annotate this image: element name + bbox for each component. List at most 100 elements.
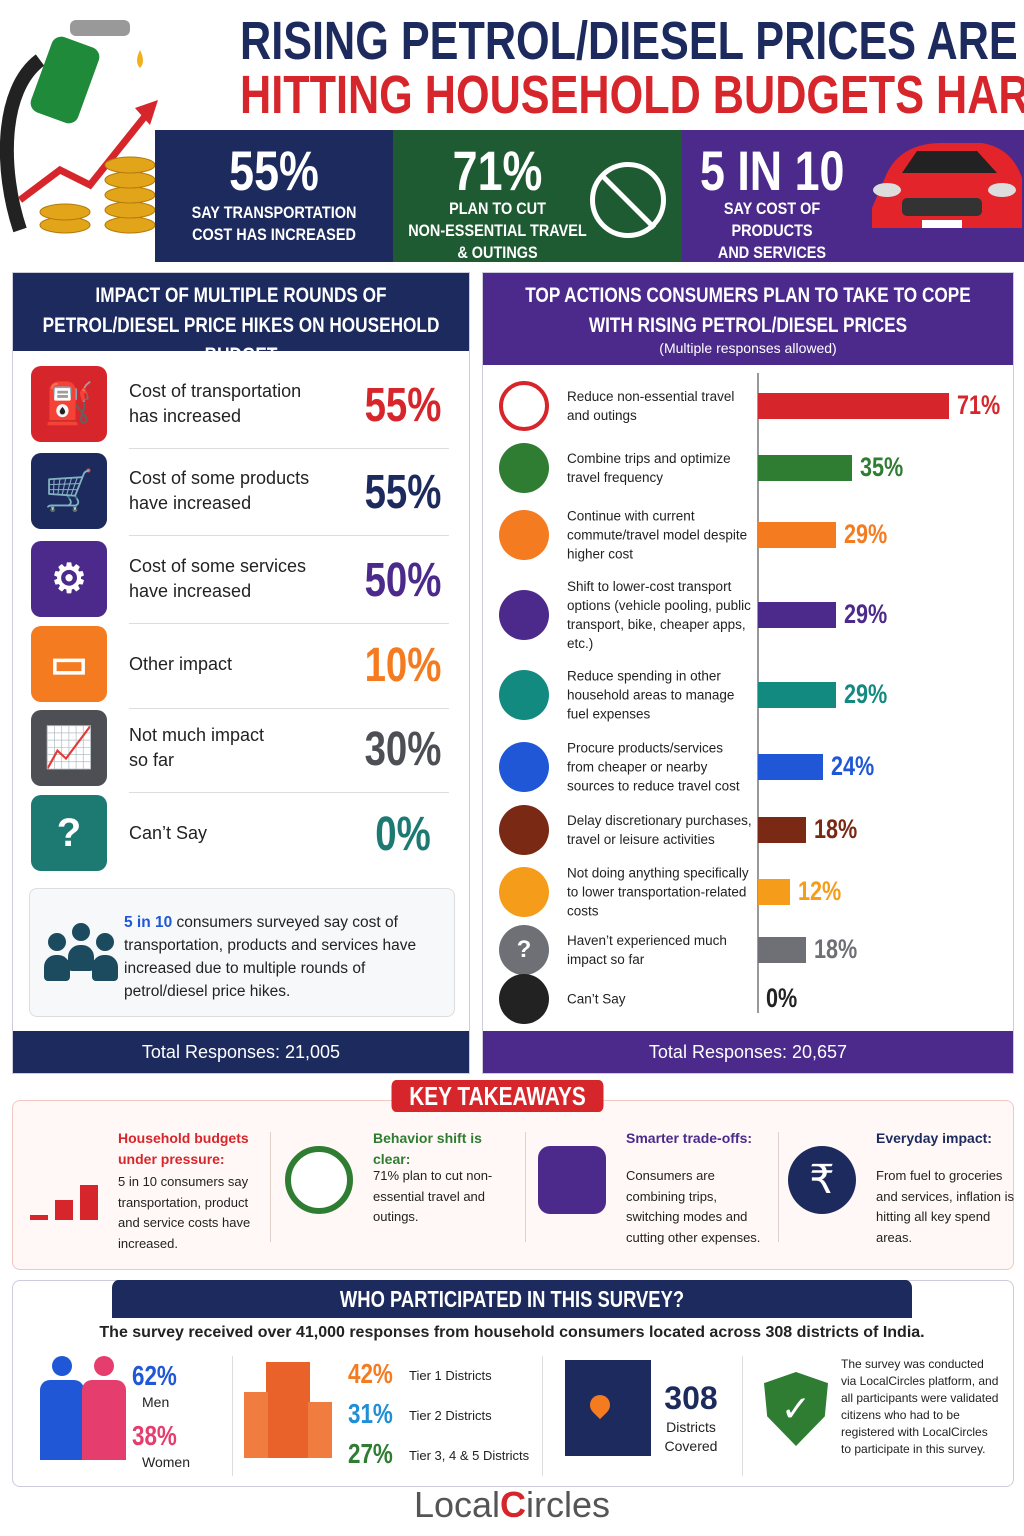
action-icon [499, 867, 549, 917]
fuel-illustration [0, 20, 158, 234]
impact-label: Can’t Say [129, 821, 359, 846]
takeaway-icon: ₹ [788, 1140, 860, 1220]
category-label: Reduce non-essential travel and outings [567, 389, 735, 423]
impact-label: Not much impact so far [129, 723, 359, 773]
panel-header: IMPACT OF MULTIPLE ROUNDS OF PETROL/DIESE… [13, 273, 469, 367]
bar [758, 602, 836, 628]
logo: LocalCircles [312, 1484, 712, 1526]
separator [270, 1132, 271, 1242]
header: RISING PETROL/DIESEL PRICES ARE HITTING … [0, 0, 1024, 234]
category-label: Continue with current commute/travel mod… [567, 508, 748, 562]
highlight-text-line: PLAN TO CUT [449, 199, 546, 218]
highlight-value: 71% [452, 139, 543, 202]
highlight-text: SAY TRANSPORTATION COST HAS INCREASED [164, 202, 383, 246]
impact-label-line: Cost of transportation [129, 381, 302, 401]
action-icon [499, 742, 549, 792]
tier-value: 31% [348, 1398, 393, 1429]
chart-title-line: TOP ACTIONS CONSUMERS PLAN TO TAKE TO CO… [525, 284, 971, 307]
category-label: Delay discretionary purchases, travel or… [567, 813, 752, 847]
no-travel-icon [590, 162, 666, 238]
category-label: Shift to lower-cost transport options (v… [567, 579, 751, 651]
impact-label: Cost of some products have increased [129, 466, 359, 516]
highlight-box: 55% SAY TRANSPORTATION COST HAS INCREASED [155, 130, 395, 262]
impact-label-line: Cost of some products [129, 468, 310, 488]
person-head [96, 933, 114, 951]
separator [778, 1132, 779, 1242]
person-head [48, 933, 66, 951]
separator [525, 1132, 526, 1242]
chart-title: TOP ACTIONS CONSUMERS PLAN TO TAKE TO CO… [506, 281, 990, 341]
highlight-value: 55% [229, 139, 319, 202]
impact-label: Cost of some services have increased [129, 554, 359, 604]
building [244, 1392, 268, 1458]
value-label: 18% [814, 814, 858, 844]
bar [758, 455, 853, 481]
value-label: 29% [844, 519, 888, 549]
district-value: 308 [664, 1380, 718, 1416]
building [308, 1402, 332, 1458]
takeaway-text: From fuel to groceries and services, inf… [876, 1168, 1015, 1245]
person-head [72, 923, 90, 941]
separator [129, 535, 449, 536]
icon-shape: ₹ [788, 1146, 856, 1214]
panel-title-line: IMPACT OF MULTIPLE ROUNDS OF [95, 284, 387, 307]
impact-value: 30% [364, 723, 442, 776]
building-icon [244, 1362, 332, 1458]
value-label: 0% [766, 983, 798, 1013]
separator [129, 708, 449, 709]
impact-label: Other impact [129, 652, 359, 677]
separator [129, 448, 449, 449]
impact-value: 50% [364, 554, 442, 607]
person-body [68, 945, 94, 971]
separator [742, 1356, 743, 1476]
highlight-text-line: NON-ESSENTIAL TRAVEL [408, 221, 587, 240]
impact-label: Cost of transportation has increased [129, 379, 359, 429]
highlight-value: 5 IN 10 [700, 139, 845, 202]
panel-header: TOP ACTIONS CONSUMERS PLAN TO TAKE TO CO… [483, 273, 1013, 365]
bar-icon [30, 1215, 48, 1220]
tier-value: 42% [348, 1358, 393, 1389]
person-body [92, 955, 118, 981]
bar [758, 522, 836, 548]
takeaway-title: Household budgets under pressure: [118, 1130, 249, 1167]
gender-value: 38% [132, 1420, 177, 1451]
impact-label-line: have increased [129, 581, 252, 601]
action-icon [499, 805, 549, 855]
person-body [40, 1380, 84, 1460]
impact-label-line: have increased [129, 493, 252, 513]
gender-label: Men [142, 1394, 170, 1410]
district-label: Districts Covered [652, 1418, 730, 1456]
category-label: Can’t Say [567, 991, 626, 1007]
highlight-text-line: SAY COST OF PRODUCTS [723, 199, 821, 240]
tier-value: 27% [348, 1438, 393, 1469]
building [266, 1362, 310, 1458]
takeaway-icon [538, 1140, 610, 1220]
action-icon [499, 670, 549, 720]
bar-icon [55, 1200, 73, 1220]
bar-icon [80, 1185, 98, 1220]
value-label: 35% [860, 452, 904, 482]
takeaway-text: Consumers are combining trips, switching… [626, 1168, 761, 1245]
takeaway-title: Smarter trade-offs: [626, 1130, 753, 1146]
takeaways-tab: KEY TAKEAWAYS [391, 1080, 604, 1112]
panel-footer: Total Responses: 21,005 [13, 1031, 469, 1073]
tier-label: Tier 1 Districts [409, 1368, 492, 1383]
impact-label-line: Can’t Say [129, 822, 208, 843]
impact-icon: 🛒 [31, 453, 107, 529]
title-line: HITTING HOUSEHOLD BUDGETS HARD [240, 65, 1024, 125]
impact-label-line: Other impact [129, 653, 233, 674]
person-head [52, 1356, 72, 1376]
highlight-box: 71% PLAN TO CUT NON-ESSENTIAL TRAVEL & OUTI… [393, 130, 684, 262]
panel-title: IMPACT OF MULTIPLE ROUNDS OF PETROL/DIESE… [29, 281, 452, 371]
bar [758, 937, 807, 963]
person-body [82, 1380, 126, 1460]
icon-shape [538, 1146, 606, 1214]
takeaway-icon [285, 1140, 357, 1220]
value-label: 24% [830, 751, 874, 781]
icon-slash [598, 172, 657, 230]
highlight-text: PLAN TO CUT NON-ESSENTIAL TRAVEL & OUTINGS [358, 198, 638, 264]
chart-title-line: WITH RISING PETROL/DIESEL PRICES [588, 314, 908, 337]
tier-label: Tier 3, 4 & 5 Districts [409, 1448, 530, 1463]
action-icon [499, 510, 549, 560]
separator [542, 1356, 543, 1476]
